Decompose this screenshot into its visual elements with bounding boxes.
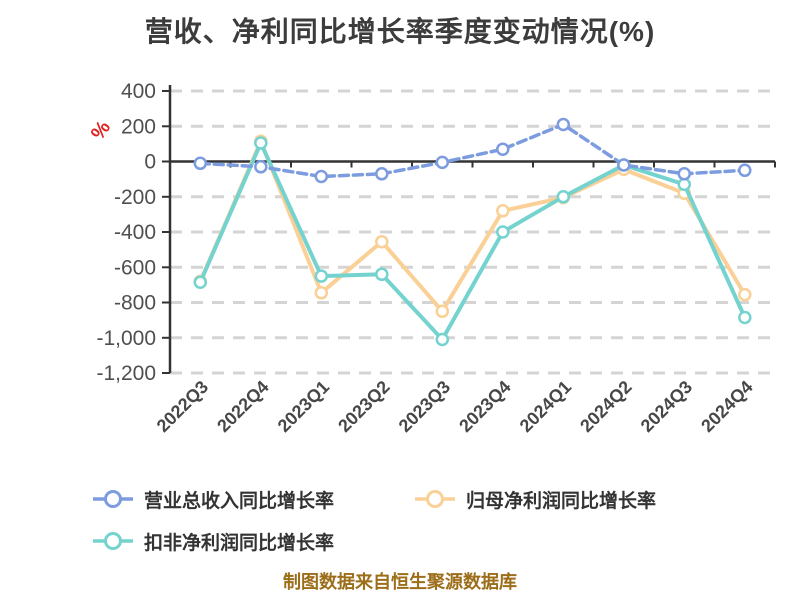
legend-row: 扣非净利润同比增长率 bbox=[92, 520, 656, 562]
x-axis-label: 2023Q4 bbox=[455, 377, 514, 436]
y-axis-label: -400 bbox=[114, 221, 156, 244]
legend-item-total-revenue-growth[interactable]: 营业总收入同比增长率 bbox=[92, 486, 414, 513]
data-point-series2-2024Q4[interactable] bbox=[738, 310, 752, 325]
legend-item-nonrecurring-profit-growth[interactable]: 扣非净利润同比增长率 bbox=[92, 528, 334, 555]
data-point-series2-2024Q1[interactable] bbox=[556, 190, 571, 204]
legend-marker-orange-icon bbox=[415, 490, 455, 508]
data-point-series0-2023Q2[interactable] bbox=[375, 167, 389, 181]
y-axis-label: -1,200 bbox=[96, 362, 156, 385]
legend-label-nonrecurring-profit-growth: 扣非净利润同比增长率 bbox=[144, 532, 335, 554]
series-line-2 bbox=[198, 141, 747, 342]
data-point-series0-2022Q3[interactable] bbox=[193, 156, 208, 171]
x-axis-label: 2022Q3 bbox=[153, 377, 212, 436]
data-point-series0-2024Q4[interactable] bbox=[738, 163, 752, 178]
legend-item-net-profit-growth[interactable]: 归母净利润同比增长率 bbox=[414, 486, 656, 513]
x-axis-label: 2024Q4 bbox=[697, 377, 756, 436]
page-title: 营收、净利同比增长率季度变动情况(%) bbox=[144, 16, 656, 47]
data-point-series1-2023Q4[interactable] bbox=[496, 204, 510, 218]
legend-marker-blue-icon bbox=[93, 490, 133, 508]
data-point-series0-2023Q3[interactable] bbox=[435, 155, 450, 170]
y-axis-label: 400 bbox=[121, 80, 156, 103]
x-axis-label: 2023Q3 bbox=[395, 377, 454, 436]
data-point-series0-2023Q4[interactable] bbox=[496, 142, 510, 156]
y-axis-label: 0 bbox=[144, 151, 156, 174]
legend-marker-teal-icon bbox=[93, 532, 133, 550]
data-point-series2-2022Q3[interactable] bbox=[193, 275, 208, 289]
data-point-series1-2024Q4[interactable] bbox=[738, 287, 752, 302]
chart-plot-area: 4002000-200-400-600-800-1,000-1,2002022Q… bbox=[87, 80, 776, 436]
series-line-1 bbox=[198, 139, 747, 314]
y-axis-label: -600 bbox=[114, 256, 156, 279]
data-source-note: 制图数据来自恒生聚源数据库 bbox=[283, 572, 517, 592]
y-axis-unit-label: % bbox=[87, 117, 115, 144]
legend-row: 营业总收入同比增长率 归母净利润同比增长率 bbox=[92, 478, 656, 520]
legend-label-net-profit-growth: 归母净利润同比增长率 bbox=[466, 490, 657, 512]
data-point-series1-2023Q2[interactable] bbox=[375, 234, 389, 249]
x-axis-label: 2022Q4 bbox=[213, 377, 272, 436]
x-axis-label: 2024Q1 bbox=[516, 377, 575, 436]
x-axis-label: 2023Q2 bbox=[334, 377, 393, 436]
data-point-series2-2023Q1[interactable] bbox=[314, 269, 329, 283]
chart-legend: 营业总收入同比增长率 归母净利润同比增长率 扣非净利润同比增长率 bbox=[92, 478, 656, 562]
x-axis-label: 2024Q3 bbox=[637, 377, 696, 436]
data-point-series2-2023Q3[interactable] bbox=[435, 332, 450, 347]
x-axis-label: 2024Q2 bbox=[576, 377, 635, 436]
legend-circle bbox=[104, 532, 122, 550]
data-point-series0-2024Q2[interactable] bbox=[617, 158, 631, 172]
data-point-series1-2023Q3[interactable] bbox=[435, 304, 450, 319]
legend-circle bbox=[426, 490, 444, 508]
y-axis-label: -200 bbox=[114, 186, 156, 209]
data-point-series0-2024Q3[interactable] bbox=[677, 167, 692, 181]
data-point-series0-2023Q1[interactable] bbox=[314, 169, 329, 184]
data-point-series1-2023Q1[interactable] bbox=[314, 286, 329, 300]
data-point-series2-2023Q4[interactable] bbox=[496, 225, 510, 239]
x-axis-label: 2023Q1 bbox=[274, 377, 333, 436]
legend-label-total-revenue-growth: 营业总收入同比增长率 bbox=[144, 490, 335, 512]
data-point-series2-2023Q2[interactable] bbox=[375, 267, 389, 282]
legend-circle bbox=[104, 490, 122, 508]
data-point-series0-2022Q4[interactable] bbox=[254, 160, 268, 174]
y-axis-label: 200 bbox=[121, 115, 156, 138]
series-line-0 bbox=[198, 122, 747, 179]
y-axis-label: -800 bbox=[114, 292, 156, 315]
data-point-series0-2024Q1[interactable] bbox=[556, 117, 571, 132]
data-point-series2-2022Q4[interactable] bbox=[254, 136, 268, 150]
y-axis-label: -1,000 bbox=[96, 327, 156, 350]
